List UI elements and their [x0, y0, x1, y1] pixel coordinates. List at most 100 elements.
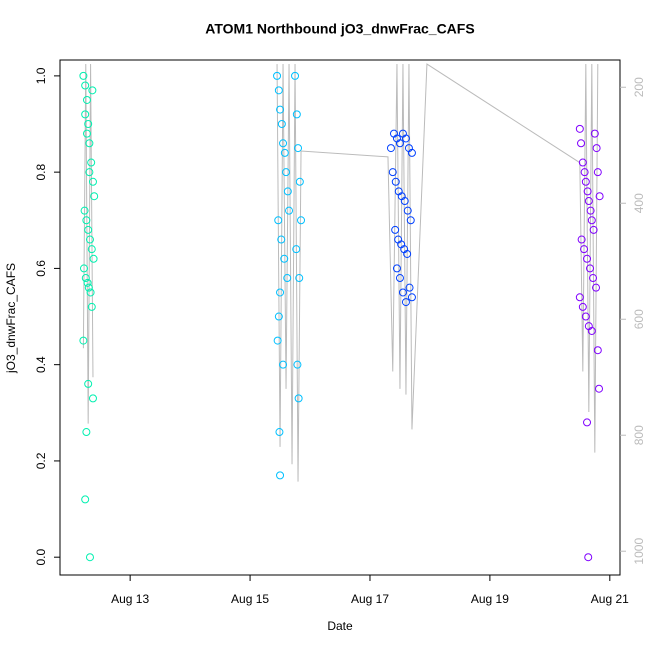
- point: [578, 302, 587, 311]
- point: [392, 264, 401, 273]
- point: [283, 187, 292, 196]
- point: [395, 274, 404, 283]
- point: [80, 206, 89, 215]
- point: [575, 293, 584, 302]
- point: [84, 283, 93, 292]
- point: [575, 124, 584, 133]
- point: [583, 418, 592, 427]
- x-tick-label: Aug 15: [231, 592, 269, 606]
- point: [84, 225, 93, 234]
- point: [273, 71, 282, 80]
- point: [386, 144, 395, 153]
- point: [583, 187, 592, 196]
- x-tick-label: Aug 13: [111, 592, 149, 606]
- point: [279, 139, 288, 148]
- point: [395, 139, 404, 148]
- y2-tick-label: 600: [632, 309, 646, 329]
- point: [297, 216, 306, 225]
- point: [580, 168, 589, 177]
- point: [405, 283, 414, 292]
- point: [88, 177, 97, 186]
- point: [580, 245, 589, 254]
- point: [595, 384, 604, 393]
- point: [277, 235, 286, 244]
- point: [388, 168, 397, 177]
- point: [88, 86, 97, 95]
- point: [285, 206, 294, 215]
- point: [280, 254, 289, 263]
- point: [282, 168, 291, 177]
- point: [577, 235, 586, 244]
- pressure-line: [82, 63, 599, 482]
- y-tick-label: 0.4: [34, 356, 48, 373]
- point: [590, 129, 599, 138]
- y2-tick-label: 800: [632, 425, 646, 445]
- point: [279, 360, 288, 369]
- point: [406, 216, 415, 225]
- point: [593, 346, 602, 355]
- point: [401, 298, 410, 307]
- point: [273, 336, 282, 345]
- point: [79, 336, 88, 345]
- y-tick-label: 0.8: [34, 163, 48, 180]
- plot-frame: [59, 59, 621, 576]
- point: [79, 71, 88, 80]
- point: [291, 71, 300, 80]
- point: [581, 177, 590, 186]
- point: [85, 139, 94, 148]
- point: [584, 553, 593, 562]
- plot-area: [79, 63, 604, 562]
- point: [82, 216, 91, 225]
- chart-title: ATOM1 Northbound jO3_dnwFrac_CAFS: [205, 21, 474, 37]
- point: [403, 249, 412, 258]
- point: [274, 312, 283, 321]
- point: [79, 264, 88, 273]
- point: [407, 293, 416, 302]
- y2-tick-label: 1000: [632, 538, 646, 565]
- point: [592, 144, 601, 153]
- point: [82, 95, 91, 104]
- point: [87, 158, 96, 167]
- point: [292, 110, 301, 119]
- point: [89, 254, 98, 263]
- x-tick-label: Aug 17: [351, 592, 389, 606]
- point: [274, 86, 283, 95]
- y-tick-label: 0.6: [34, 260, 48, 277]
- point: [81, 110, 90, 119]
- y-tick-label: 0.0: [34, 549, 48, 566]
- point: [595, 192, 604, 201]
- point: [283, 274, 292, 283]
- point: [587, 216, 596, 225]
- point: [581, 312, 590, 321]
- point: [400, 197, 409, 206]
- point: [391, 225, 400, 234]
- point: [276, 288, 285, 297]
- point: [84, 120, 93, 129]
- point: [294, 394, 303, 403]
- point: [589, 225, 598, 234]
- point: [407, 148, 416, 157]
- point: [292, 245, 301, 254]
- point: [83, 278, 92, 287]
- point: [86, 288, 95, 297]
- y2-tick-label: 200: [632, 77, 646, 97]
- y-tick-label: 0.2: [34, 452, 48, 469]
- x-tick-label: Aug 19: [471, 592, 509, 606]
- point: [587, 326, 596, 335]
- point: [87, 302, 96, 311]
- point: [592, 283, 601, 292]
- point: [401, 134, 410, 143]
- point: [81, 81, 90, 90]
- point: [81, 274, 90, 283]
- point: [277, 120, 286, 129]
- point: [586, 206, 595, 215]
- point: [391, 177, 400, 186]
- point: [293, 360, 302, 369]
- point: [294, 144, 303, 153]
- point: [583, 254, 592, 263]
- point: [84, 379, 93, 388]
- point: [276, 471, 285, 480]
- point: [589, 274, 598, 283]
- point: [584, 197, 593, 206]
